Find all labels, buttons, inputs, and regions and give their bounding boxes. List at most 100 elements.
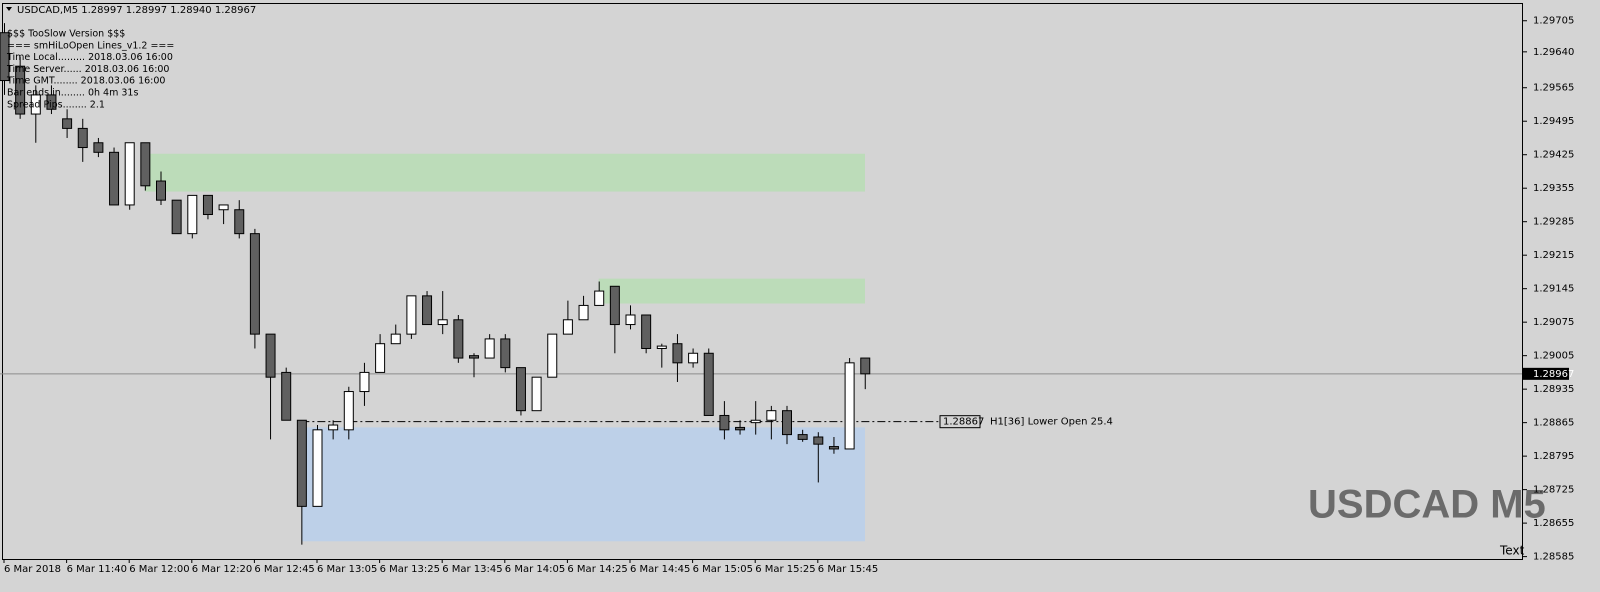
candle-body (594, 290, 605, 306)
candle-body (813, 436, 824, 445)
candle-body (249, 233, 260, 335)
y-tick-label: 1.28935 (1533, 384, 1574, 395)
info-line: Time Local......... 2018.03.06 16:00 (6, 52, 173, 63)
candle-body (578, 304, 589, 321)
candle-body (735, 426, 746, 431)
candle-body (359, 371, 370, 393)
info-line: Spread Pips........ 2.1 (7, 99, 105, 110)
info-line: Bar ends in........ 0h 4m 31s (7, 88, 138, 99)
last-price-label: 1.28967 (1533, 369, 1574, 380)
info-line: Time GMT........ 2018.03.06 16:00 (6, 76, 165, 87)
y-tick-label: 1.29705 (1533, 16, 1574, 27)
candle-body (296, 419, 307, 507)
y-tick-label: 1.28655 (1533, 518, 1574, 529)
x-tick-label: 6 Mar 11:40 (67, 564, 127, 575)
y-tick-label: 1.29145 (1533, 284, 1574, 295)
candle-body (343, 391, 354, 431)
x-tick-label: 6 Mar 2018 (4, 564, 61, 575)
candle-body (609, 285, 620, 326)
x-tick-label: 6 Mar 15:05 (693, 564, 753, 575)
candle-body (500, 338, 511, 369)
x-tick-label: 6 Mar 14:05 (505, 564, 565, 575)
candle-body (124, 142, 135, 206)
y-tick-label: 1.29215 (1533, 250, 1574, 261)
y-tick-label: 1.29075 (1533, 317, 1574, 328)
candle-body (453, 319, 464, 359)
candle-body (782, 410, 792, 436)
plot-area (0, 23, 1522, 545)
y-tick-label: 1.28585 (1533, 552, 1574, 563)
candle-body (202, 194, 213, 216)
candle-body (437, 319, 448, 326)
candle-body (46, 94, 57, 110)
x-tick-label: 6 Mar 15:45 (818, 564, 878, 575)
y-tick-label: 1.28865 (1533, 418, 1574, 429)
candle-body (844, 362, 855, 450)
level-text: H1[36] Lower Open 25.4 (990, 417, 1113, 428)
candle-body (218, 204, 229, 211)
candle-body (484, 338, 495, 359)
candle-body (860, 357, 871, 375)
zone (301, 427, 866, 542)
candle-body (547, 333, 558, 378)
y-tick-label: 1.28725 (1533, 485, 1574, 496)
y-tick-label: 1.29355 (1533, 183, 1574, 194)
x-tick-label: 6 Mar 12:45 (254, 564, 314, 575)
x-tick-label: 6 Mar 14:45 (630, 564, 690, 575)
candle-body (140, 142, 151, 187)
y-tick-label: 1.29425 (1533, 150, 1574, 161)
candle-body (562, 319, 573, 335)
candle-body (672, 343, 683, 364)
y-tick-label: 1.29285 (1533, 217, 1574, 228)
candle-body (156, 180, 166, 201)
info-line: $$$ TooSlow Version $$$ (7, 29, 125, 40)
candle-body (797, 434, 808, 440)
candle-body (328, 424, 339, 431)
candle-body (469, 355, 479, 359)
candle-body (531, 376, 542, 412)
candle-body (187, 194, 198, 235)
header-arrow (6, 7, 12, 11)
info-line: === smHiLoOpen Lines_v1.2 === (7, 40, 174, 51)
candle-body (265, 333, 276, 378)
x-tick-label: 6 Mar 15:25 (755, 564, 815, 575)
candle-body (422, 295, 433, 326)
candle-body (375, 343, 386, 373)
candle-body (234, 209, 245, 235)
y-tick-label: 1.29005 (1533, 351, 1574, 362)
y-tick-label: 1.28795 (1533, 451, 1574, 462)
watermark: USDCAD M5 (1308, 483, 1546, 527)
y-tick-label: 1.29565 (1533, 83, 1574, 94)
candle-body (171, 199, 182, 235)
corner-text: Text (1499, 544, 1525, 558)
x-tick-label: 6 Mar 13:45 (442, 564, 502, 575)
candle-body (656, 345, 667, 349)
candle-body (766, 410, 777, 421)
x-tick-label: 6 Mar 13:25 (380, 564, 440, 575)
candle-body (312, 429, 323, 507)
candle-body (703, 352, 714, 416)
level-label: 1.28867 (943, 417, 984, 428)
candle-body (390, 333, 401, 345)
candle-body (641, 314, 652, 349)
x-tick-label: 6 Mar 12:20 (192, 564, 252, 575)
candle-body (719, 414, 730, 431)
candle-body (625, 314, 636, 326)
candle-body (515, 367, 526, 412)
candle-body (15, 65, 26, 115)
candle-body (828, 446, 839, 450)
candle-body (281, 371, 292, 421)
candle-body (406, 295, 417, 335)
x-tick-label: 6 Mar 14:25 (567, 564, 627, 575)
header: USDCAD,M5 1.28997 1.28997 1.28940 1.2896… (17, 5, 256, 16)
y-tick-label: 1.29640 (1533, 47, 1574, 58)
x-tick-label: 6 Mar 13:05 (317, 564, 377, 575)
candle-body (688, 352, 699, 364)
x-tick-label: 6 Mar 12:00 (129, 564, 189, 575)
candle-body (30, 94, 41, 115)
candle-body (750, 419, 761, 424)
info-line: Time Server...... 2018.03.06 16:00 (6, 64, 169, 75)
level-box (939, 415, 981, 429)
candle-body (77, 127, 88, 149)
